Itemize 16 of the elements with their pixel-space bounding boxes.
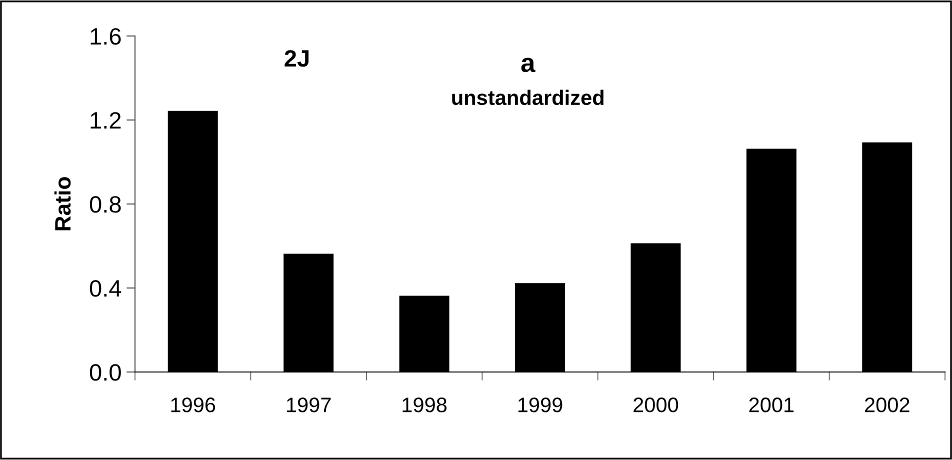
y-axis-title: Ratio (54, 177, 71, 230)
annotation: unstandardized (452, 90, 604, 106)
y-tick-label: 0.0 (90, 364, 121, 381)
y-tick-label: 0.4 (90, 280, 122, 297)
y-tick-label: 0.8 (90, 196, 121, 213)
x-tick-label: 1998 (402, 398, 447, 412)
y-tick-label: 1.6 (90, 28, 121, 45)
annotation: 2J (284, 50, 309, 67)
x-tick-label: 2000 (634, 398, 678, 412)
x-tick-label: 1996 (171, 398, 216, 412)
x-tick-label: 2002 (865, 398, 910, 412)
y-tick-label: 1.2 (90, 112, 121, 129)
x-tick-label: 2001 (749, 398, 794, 412)
annotation: a (521, 58, 536, 72)
x-tick-label: 1997 (286, 398, 331, 412)
x-tick-label: 1999 (518, 398, 562, 412)
